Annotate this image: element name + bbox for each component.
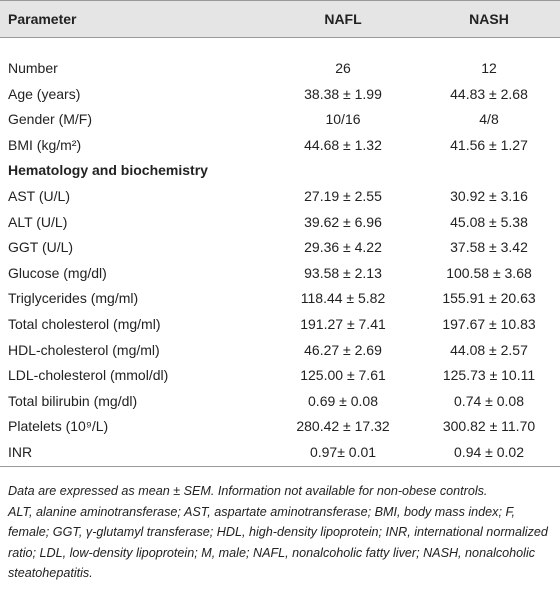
section-heading: Hematology and biochemistry [8, 162, 208, 179]
table-cell: 44.83 ± 2.68 [450, 85, 528, 102]
table-cell: 280.42 ± 17.32 [296, 418, 390, 435]
table-cell: 93.58 ± 2.13 [304, 264, 382, 281]
table-cell: Total cholesterol (mg/ml) [8, 316, 161, 332]
footnotes: Data are expressed as mean ± SEM. Inform… [8, 481, 554, 584]
table-cell: GGT (U/L) [8, 239, 74, 256]
header-cell: NAFL [324, 11, 362, 27]
table-cell: 0.97± 0.01 [309, 444, 377, 460]
table-cell: 197.67 ± 10.83 [442, 316, 536, 332]
table-cell: 300.82 ± 11.70 [442, 418, 536, 435]
table-cell: 0.69 ± 0.08 [308, 392, 378, 409]
table-cell: 118.44 ± 5.82 [300, 290, 386, 307]
table-cell: 26 [335, 60, 351, 76]
table-cell: Platelets (10⁹/L) [8, 418, 109, 435]
table-cell: HDL-cholesterol (mg/ml) [8, 341, 160, 358]
table-cell: 44.68 ± 1.32 [304, 136, 382, 153]
table-cell: Total bilirubin (mg/dl) [8, 392, 138, 409]
table-cell: Gender (M/F) [8, 111, 93, 128]
table-cell: 125.73 ± 10.11 [442, 367, 536, 384]
table-cell: BMI (kg/m²) [8, 136, 82, 153]
table-cell: 45.08 ± 5.38 [450, 213, 528, 230]
table-cell: 27.19 ± 2.55 [304, 188, 382, 204]
table-cell: 46.27 ± 2.69 [304, 341, 382, 358]
header-row [0, 0, 560, 38]
table-cell: 0.74 ± 0.08 [454, 392, 524, 409]
table-cell: Glucose (mg/dl) [8, 264, 107, 281]
table-cell: ALT (U/L) [8, 213, 68, 230]
table-cell: Number [8, 60, 58, 76]
table-cell: 191.27 ± 7.41 [300, 316, 386, 332]
table-cell: 125.00 ± 7.61 [300, 367, 386, 384]
table-cell: 30.92 ± 3.16 [450, 188, 528, 204]
table-cell: AST (U/L) [8, 188, 70, 204]
footnote: ALT, alanine aminotransferase; AST, aspa… [8, 504, 548, 581]
table-cell: LDL-cholesterol (mmol/dl) [8, 367, 169, 384]
table-cell: 29.36 ± 4.22 [304, 239, 382, 256]
table-cell: 41.56 ± 1.27 [450, 136, 528, 153]
table-cell: 10/16 [325, 111, 361, 128]
table-cell: 100.58 ± 3.68 [446, 264, 532, 281]
table-cell: 38.38 ± 1.99 [304, 85, 382, 102]
table-cell: Age (years) [8, 85, 81, 102]
table-cell: 37.58 ± 3.42 [450, 239, 528, 256]
table-cell: 155.91 ± 20.63 [442, 290, 536, 307]
footnote: Data are expressed as mean ± SEM. Inform… [8, 484, 488, 498]
table-cell: Triglycerides (mg/ml) [8, 290, 139, 307]
header-cell: Parameter [8, 11, 77, 27]
table-cell: 4/8 [479, 111, 499, 128]
bottom-rule [0, 466, 560, 467]
table-cell: 12 [481, 60, 497, 76]
table-cell: 44.08 ± 2.57 [450, 341, 528, 358]
table-cell: 39.62 ± 6.96 [304, 213, 382, 230]
table-cell: 0.94 ± 0.02 [454, 444, 524, 460]
table-cell: INR [8, 444, 33, 460]
header-cell: NASH [469, 11, 509, 27]
